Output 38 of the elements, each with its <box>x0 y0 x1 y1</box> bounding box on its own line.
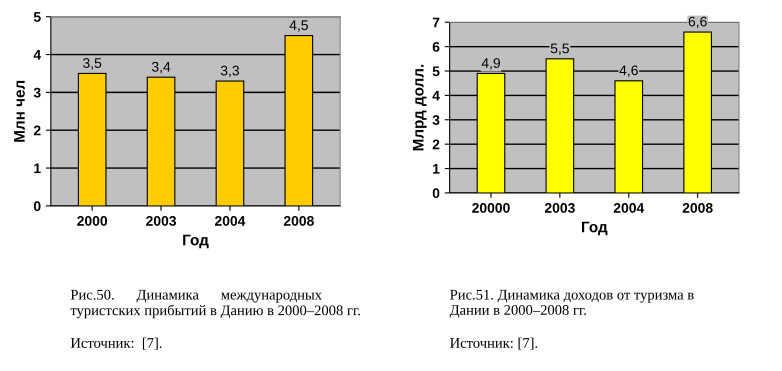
data-label: 3,4 <box>152 62 170 74</box>
y-axis-title: Млрд долл. <box>412 64 427 150</box>
x-tick-label: 20000 <box>472 203 510 213</box>
data-label: 5,5 <box>550 44 569 55</box>
data-label: 4,9 <box>482 58 500 70</box>
data-label: 3,5 <box>83 58 102 70</box>
y-tick-label: 3 <box>432 115 440 125</box>
x-axis-title: Год <box>582 222 608 236</box>
data-label: 6,6 <box>688 16 707 28</box>
x-tick-label: 2008 <box>682 203 713 213</box>
y-tick-label: 0 <box>432 188 440 198</box>
x-tick-label: 2000 <box>77 216 108 226</box>
data-label: 4,6 <box>619 65 638 77</box>
y-axis-title: Млн чел <box>14 80 25 142</box>
text: Источник: [7]. <box>450 338 538 350</box>
y-tick-label: 2 <box>34 126 41 136</box>
text: Рис.51. Динамика доходов от туризма в Дании в 2000–2008 гг. <box>450 290 694 318</box>
x-tick-label: 2003 <box>544 203 575 213</box>
text: Рис.50. Динамика международных туристских прибытий в Данию в 2000–2008 гг. <box>70 290 360 318</box>
x-tick-label: 2008 <box>284 216 314 226</box>
y-tick-label: 6 <box>432 42 440 52</box>
y-tick-label: 1 <box>433 164 440 174</box>
y-tick-label: 5 <box>34 12 41 22</box>
y-tick-label: 5 <box>432 66 440 76</box>
y-tick-label: 1 <box>34 164 41 174</box>
y-tick-label: 3 <box>34 88 41 98</box>
text: Источник: [7]. <box>70 338 162 350</box>
data-label: 4,5 <box>290 20 308 32</box>
x-tick-label: 2004 <box>214 216 246 226</box>
y-tick-label: 7 <box>432 18 440 28</box>
x-tick-label: 2003 <box>146 216 176 226</box>
data-label: 3,3 <box>220 66 239 78</box>
y-tick-label: 2 <box>432 139 440 150</box>
x-tick-label: 2004 <box>614 203 644 213</box>
y-tick-label: 4 <box>432 90 440 100</box>
x-axis-title: Год <box>183 234 209 248</box>
y-tick-label: 4 <box>34 50 42 60</box>
y-tick-label: 0 <box>34 201 41 212</box>
